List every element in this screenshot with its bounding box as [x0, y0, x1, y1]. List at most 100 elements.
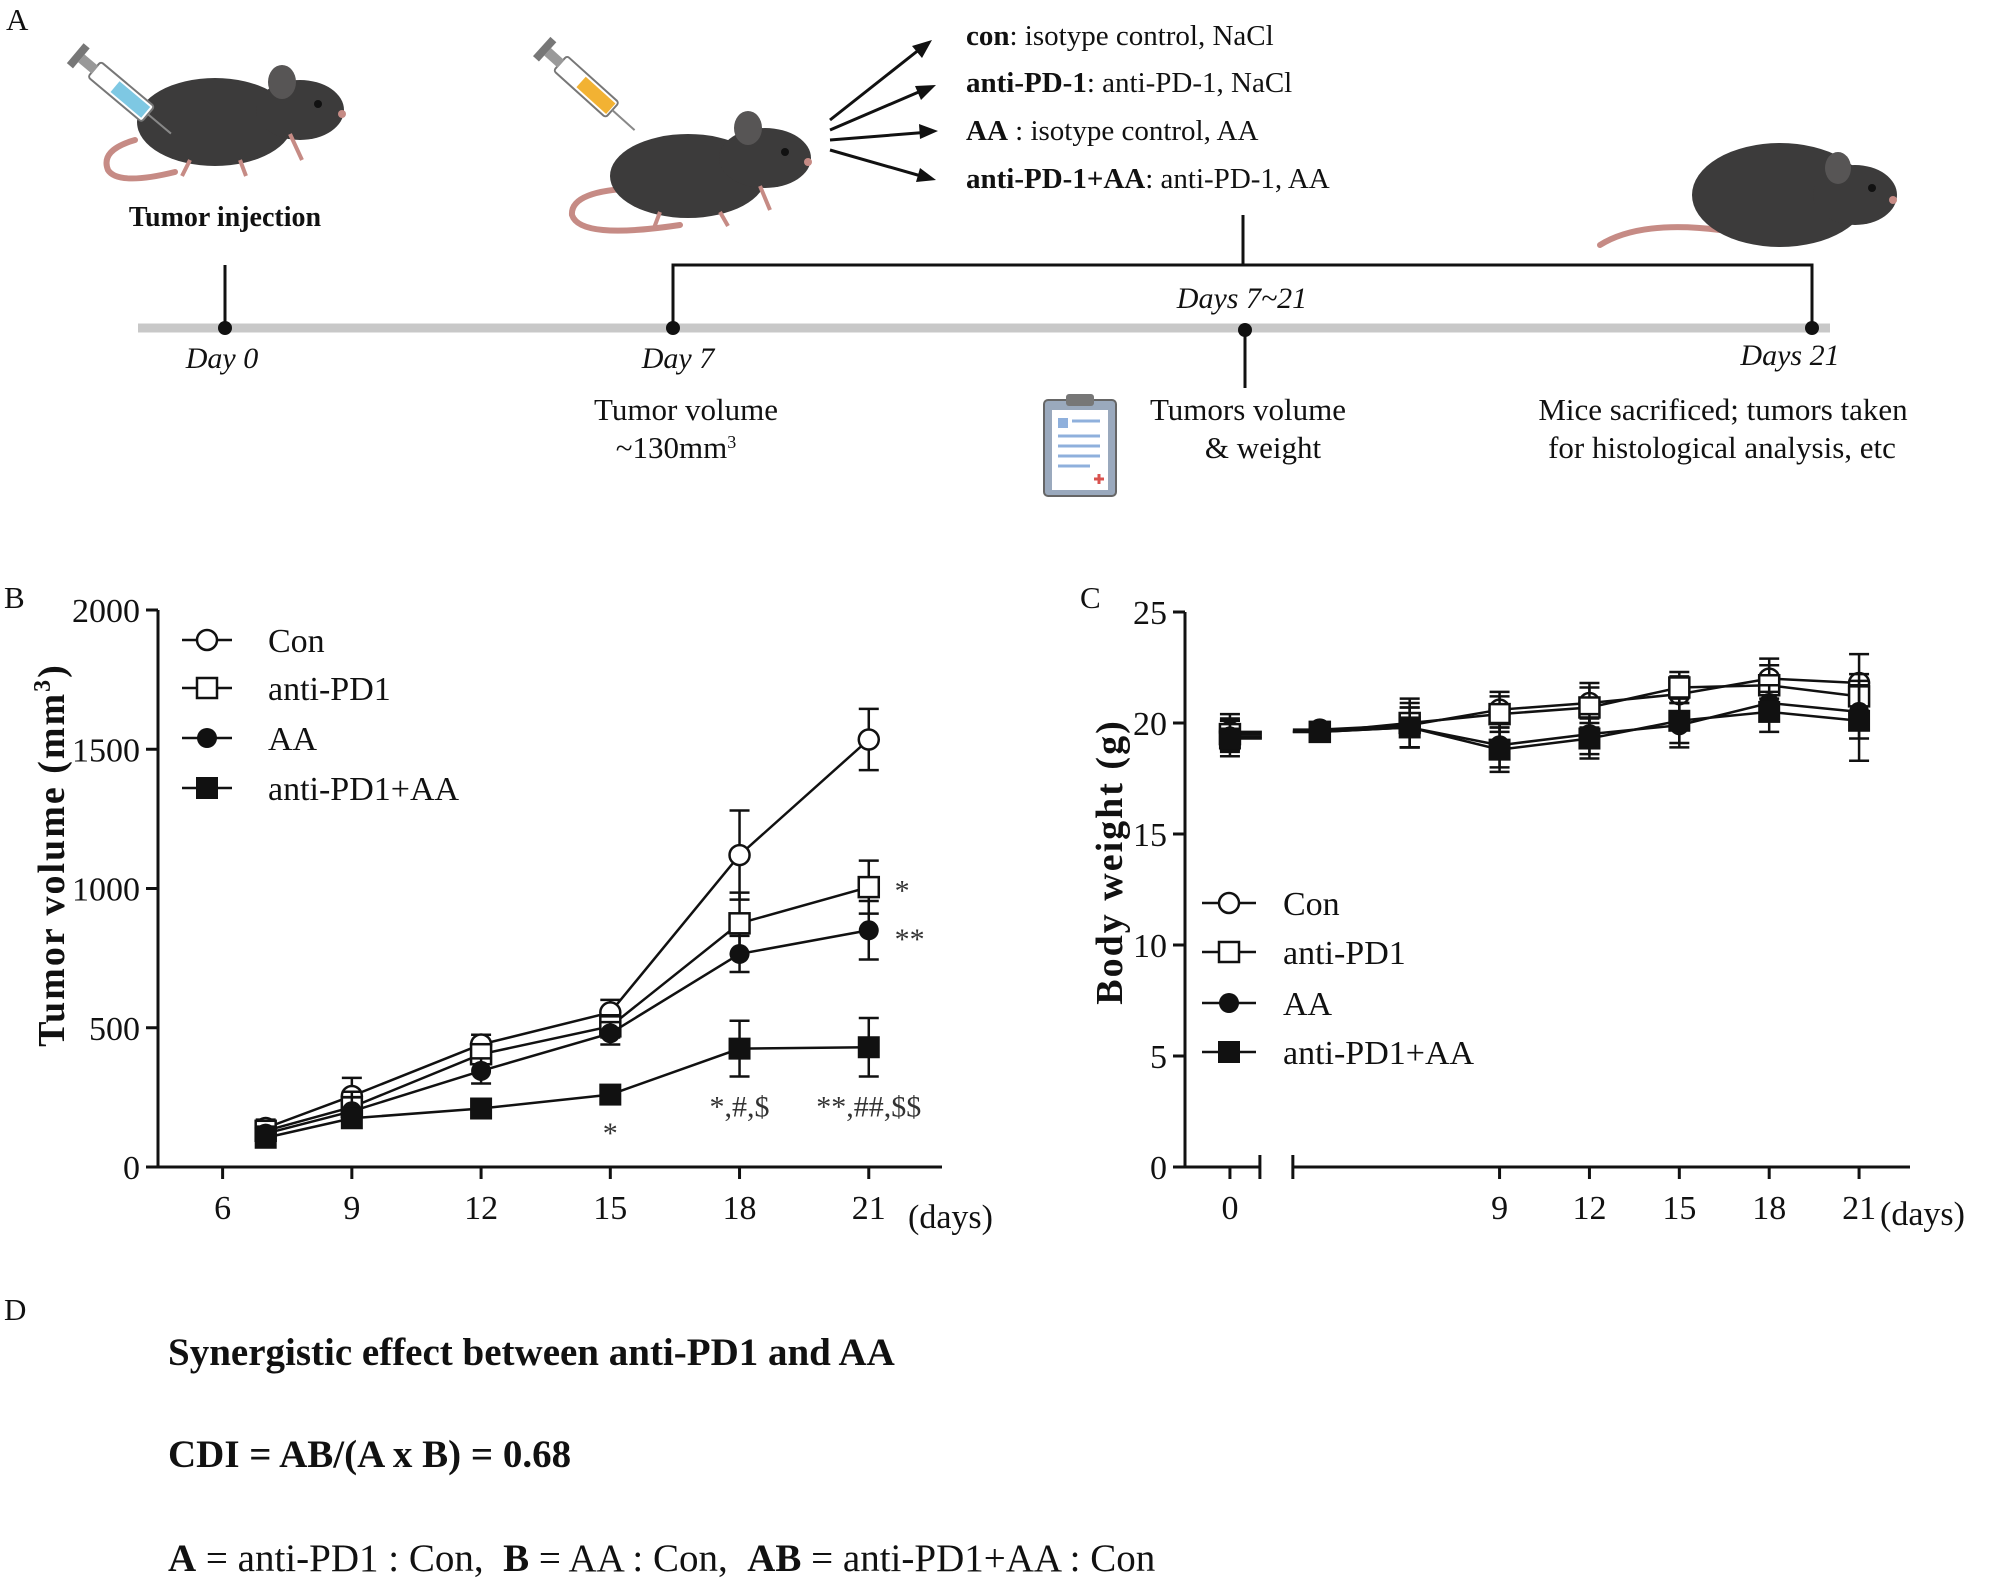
- treatment-aa: AA : isotype control, AA: [966, 115, 1258, 147]
- cdi-definitions: A = anti-PD1 : Con, B = AA : Con, AB = a…: [168, 1536, 1155, 1581]
- tumor-injection-label: Tumor injection: [129, 202, 322, 233]
- body-weight-ytick-label: 20: [1133, 706, 1167, 743]
- body-weight-chart: C 0 5 10 15 20 25 0 9 12 15 18 21 Body weight (g) (…: [1080, 580, 1965, 1233]
- tumor-volume-point-anti-pd1-aa: [470, 1097, 493, 1120]
- treatment-list: con: isotype control, NaCl anti-PD-1: an…: [966, 20, 1330, 195]
- tumor-volume-ytick-label: 2000: [72, 593, 140, 630]
- body-weight-ytick-label: 25: [1133, 595, 1167, 632]
- body-weight-ytick-label: 0: [1150, 1150, 1167, 1187]
- synergy-title: Synergistic effect between anti-PD1 and …: [168, 1331, 895, 1374]
- legend-c-combo-marker: [1218, 1041, 1240, 1063]
- tumor-volume-xtick-label: 18: [723, 1190, 757, 1227]
- timeline-day0-dot: [218, 321, 232, 335]
- clipboard-icon: [1043, 394, 1117, 497]
- legend-b-con: Con: [268, 623, 325, 660]
- body-weight-xunit: (days): [1880, 1196, 1965, 1233]
- tumor-volume-series-anti-pd1-aa: [254, 1016, 880, 1149]
- body-weight-axes: 0 5 10 15 20 25 0 9 12 15 18 21: [1133, 595, 1910, 1227]
- timeline-day7-dot: [666, 321, 680, 335]
- sig-b-combo-day15: *: [603, 1117, 618, 1150]
- panel-d-letter: D: [4, 1292, 26, 1327]
- sig-b-aa-day21: **: [895, 923, 925, 956]
- body-weight-point-anti-pd1: [1668, 676, 1691, 699]
- body-weight-point-anti-pd1-aa: [1308, 720, 1331, 743]
- panel-a-letter: A: [6, 2, 29, 37]
- body-weight-point-anti-pd1-aa: [1398, 716, 1421, 739]
- body-weight-series: [1218, 652, 1871, 774]
- tumor-volume-xtick-label: 21: [852, 1190, 886, 1227]
- mouse-injection-icon: [103, 65, 346, 182]
- tumor-volume-point-aa: [729, 943, 750, 964]
- def-a-value: = anti-PD1 : Con,: [196, 1537, 504, 1580]
- tumor-volume-chart: B 0 500 1000 1500 2000 6 9 12 15 18 21 Tumor volum…: [4, 580, 993, 1236]
- tumors-measure-line2: & weight: [1205, 430, 1322, 465]
- tumor-volume-xtick-label: 9: [343, 1190, 360, 1227]
- tumor-volume-line-anti-pd1-aa: [265, 1045, 869, 1139]
- body-weight-point-anti-pd1-aa: [1218, 727, 1241, 750]
- tumor-volume-start-line2: ~130mm3: [616, 430, 737, 465]
- days21-label: Days 21: [1739, 339, 1839, 372]
- treatment-arrows: [829, 40, 938, 182]
- sig-b-combo-day18: *,#,$: [710, 1090, 770, 1123]
- mouse-sacrificed-icon: [1597, 143, 1897, 248]
- treatment-con: con: isotype control, NaCl: [966, 20, 1274, 52]
- body-weight-point-anti-pd1-aa: [1668, 709, 1691, 732]
- day7-label: Day 7: [641, 342, 716, 375]
- treatment-anti-pd1: anti-PD-1: anti-PD-1, NaCl: [966, 67, 1292, 99]
- body-weight-ytick-label: 15: [1133, 817, 1167, 854]
- tumor-volume-ytick-label: 0: [123, 1150, 140, 1187]
- tumor-volume-line-con: [265, 738, 870, 1130]
- tumor-volume-xtick-label: 15: [593, 1190, 627, 1227]
- legend-b-combo-marker: [196, 777, 218, 799]
- legend-c-con: Con: [1283, 886, 1340, 923]
- def-ab-value: = anti-PD1+AA : Con: [801, 1537, 1156, 1580]
- tumor-volume-point-anti-pd1-aa: [340, 1107, 363, 1130]
- tumor-volume-point-aa: [600, 1023, 621, 1044]
- def-b-value: = AA : Con,: [529, 1537, 748, 1580]
- treatment-anti-pd1-aa: anti-PD-1+AA: anti-PD-1, AA: [966, 163, 1330, 195]
- tumor-volume-ytick-label: 1500: [72, 732, 140, 769]
- tumor-volume-point-aa: [471, 1060, 492, 1081]
- body-weight-point-anti-pd1-aa: [1758, 700, 1781, 723]
- tumor-volume-point-anti-pd1-aa: [857, 1036, 880, 1059]
- tumor-volume-series: [254, 707, 881, 1149]
- legend-c-antipd1: anti-PD1: [1283, 935, 1406, 972]
- tumor-volume-point-con: [857, 728, 881, 751]
- tumor-volume-xunit: (days): [908, 1199, 993, 1236]
- tumor-volume-axes: 0 500 1000 1500 2000 6 9 12 15 18 21: [72, 593, 942, 1227]
- mouse-treatment-icon: [569, 111, 812, 234]
- cdi-formula: CDI = AB/(A x B) = 0.68: [168, 1433, 572, 1476]
- legend-b-aa: AA: [268, 721, 318, 758]
- body-weight-ytick-label: 5: [1150, 1039, 1167, 1076]
- body-weight-xtick-label: 15: [1662, 1190, 1696, 1227]
- legend-b-antipd1: anti-PD1: [268, 671, 391, 708]
- body-weight-xtick-label: 0: [1221, 1190, 1238, 1227]
- legend-b-con-marker: [195, 628, 219, 652]
- legend-c-con-marker: [1217, 891, 1241, 915]
- tumor-volume-point-aa: [858, 920, 879, 941]
- timeline: Day 0 Day 7 Days 7~21 Days 21 Tumor volu…: [138, 215, 1908, 465]
- legend-c-aa: AA: [1283, 986, 1333, 1023]
- tumor-volume-xtick-label: 12: [464, 1190, 498, 1227]
- legend-b-antipd1-marker: [195, 676, 219, 700]
- body-weight-legend: Con anti-PD1 AA anti-PD1+AA: [1202, 886, 1474, 1072]
- timeline-day21-dot: [1805, 321, 1819, 335]
- def-b-key: B: [503, 1537, 530, 1580]
- legend-b-aa-marker: [197, 728, 217, 748]
- tumor-volume-xtick-label: 6: [214, 1190, 231, 1227]
- body-weight-series-anti-pd1-aa: [1218, 679, 1871, 774]
- tumor-volume-point-anti-pd1: [857, 875, 881, 899]
- legend-c-antipd1-marker: [1217, 940, 1241, 964]
- body-weight-xtick-label: 12: [1572, 1190, 1606, 1227]
- tumor-volume-point-anti-pd1-aa: [728, 1037, 751, 1060]
- body-weight-point-anti-pd1: [1488, 702, 1511, 726]
- sig-b-antipd1-day21: *: [895, 875, 910, 908]
- syringe-blue-icon: [66, 43, 172, 135]
- panel-b-letter: B: [4, 580, 25, 615]
- tumor-volume-point-anti-pd1: [728, 912, 751, 935]
- tumors-measure-line1: Tumors volume: [1150, 392, 1346, 427]
- body-weight-point-anti-pd1-aa: [1488, 738, 1511, 761]
- panel-a: A Tumor injection: [6, 2, 1908, 497]
- body-weight-line-anti-pd1-aa: [1292, 710, 1860, 751]
